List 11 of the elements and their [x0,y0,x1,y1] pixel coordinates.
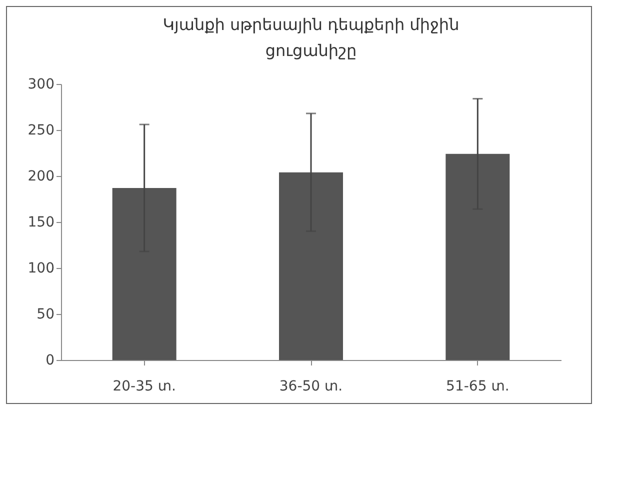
y-tick-label: 150 [28,214,54,230]
y-tick-label: 250 [28,122,54,138]
y-tick-label: 100 [28,260,54,276]
y-tick-label: 50 [36,306,54,322]
x-tick-label: 36-50 տ. [279,378,343,394]
y-tick-label: 300 [28,76,54,92]
chart-title: Կյանքի սթրեսային դեպքերի միջին ցուցանիշը [162,15,460,60]
y-tick-label: 200 [28,168,54,184]
x-tick-label: 20-35 տ. [112,378,176,394]
x-tick-label: 51-65 տ. [446,378,510,394]
y-tick-label: 0 [46,352,54,368]
